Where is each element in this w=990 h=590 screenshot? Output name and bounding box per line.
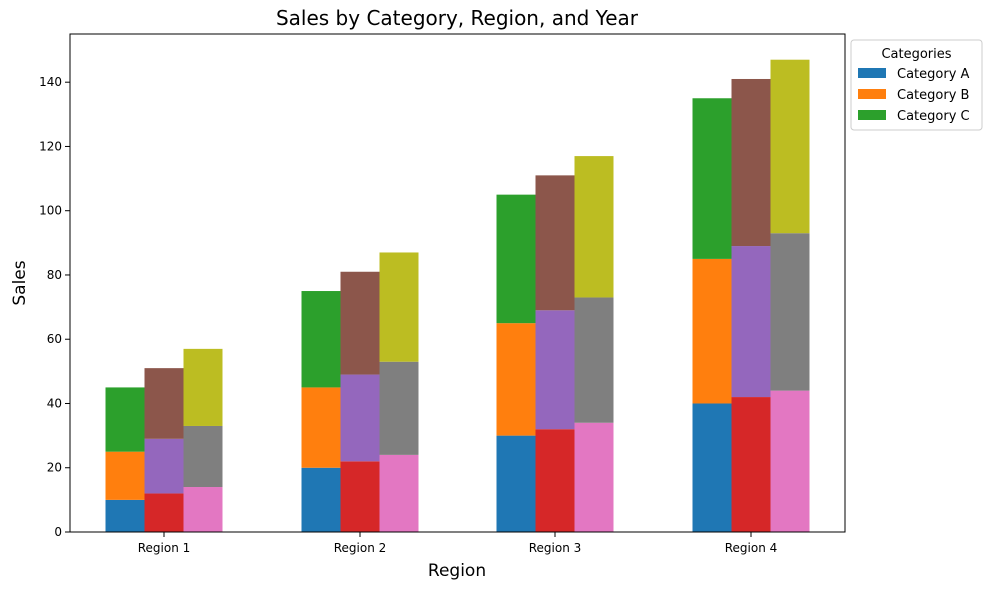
bar-region-1-group3-seg2 xyxy=(183,425,223,488)
bar-region-3-group3-seg3 xyxy=(574,156,614,298)
bar-region-2-group3-seg1 xyxy=(379,454,419,532)
bar-region-2-group1-seg3 xyxy=(301,291,341,388)
bars-layer xyxy=(105,59,810,532)
y-tick-label: 120 xyxy=(39,139,62,153)
x-axis: Region 1 Region 2 Region 3 Region 4 xyxy=(138,532,778,555)
x-tick-label: Region 2 xyxy=(334,541,387,555)
bar-region-3-group2-seg2 xyxy=(535,310,575,430)
bar-region-4-group1-seg2 xyxy=(692,258,732,404)
bar-region-1-group2-seg2 xyxy=(144,438,184,494)
bar-region-2-group2-seg2 xyxy=(340,374,380,462)
bar-region-4-group3-seg1 xyxy=(770,390,810,532)
bar-region-2-group3-seg2 xyxy=(379,361,419,455)
x-tick-label: Region 3 xyxy=(529,541,582,555)
bar-region-3-group1-seg2 xyxy=(496,323,536,436)
y-tick-label: 100 xyxy=(39,204,62,218)
legend-label: Category B xyxy=(897,88,969,103)
y-tick-label: 80 xyxy=(47,268,62,282)
legend-label: Category C xyxy=(897,109,970,124)
bar-region-4-group2-seg2 xyxy=(731,246,771,398)
bar-region-1-group1-seg3 xyxy=(105,387,145,452)
y-tick-label: 0 xyxy=(54,525,62,539)
bar-region-4-group2-seg1 xyxy=(731,397,771,532)
legend-swatch xyxy=(858,68,886,78)
bar-region-1-group1-seg2 xyxy=(105,451,145,500)
x-tick-label: Region 4 xyxy=(725,541,778,555)
legend-box xyxy=(850,39,983,131)
x-axis-title: Region xyxy=(428,561,486,581)
y-tick-label: 20 xyxy=(47,461,62,475)
bar-region-1-group2-seg1 xyxy=(144,493,184,532)
bar-region-2-group2-seg1 xyxy=(340,461,380,532)
bar-region-3-group2-seg1 xyxy=(535,429,575,532)
bar-region-1-group2-seg3 xyxy=(144,368,184,439)
bar-region-4-group1-seg1 xyxy=(692,403,732,532)
bar-region-2-group1-seg1 xyxy=(301,467,341,532)
legend-label: Category A xyxy=(897,67,970,82)
bar-region-4-group2-seg3 xyxy=(731,78,771,247)
legend-title: Categories xyxy=(881,47,951,62)
y-tick-label: 40 xyxy=(47,396,62,410)
y-tick-label: 140 xyxy=(39,75,62,89)
bar-region-4-group1-seg3 xyxy=(692,98,732,259)
plot-frame xyxy=(69,33,846,533)
bar-region-2-group1-seg2 xyxy=(301,387,341,468)
legend-swatch xyxy=(858,89,886,99)
legend: Categories Category A Category B Category C xyxy=(850,39,983,131)
bar-region-3-group1-seg1 xyxy=(496,435,536,532)
bar-region-1-group1-seg1 xyxy=(105,499,145,532)
bar-region-2-group2-seg3 xyxy=(340,271,380,375)
chart-title: Sales by Category, Region, and Year xyxy=(276,6,639,30)
bar-region-1-group3-seg3 xyxy=(183,348,223,426)
x-tick-label: Region 1 xyxy=(138,541,191,555)
y-axis: 0 20 40 60 80 100 120 140 xyxy=(39,75,70,539)
y-axis-title: Sales xyxy=(10,260,30,305)
bar-region-4-group3-seg2 xyxy=(770,233,810,391)
bar-region-3-group3-seg1 xyxy=(574,422,614,532)
legend-swatch xyxy=(858,110,886,120)
y-tick-label: 60 xyxy=(47,332,62,346)
bar-region-3-group2-seg3 xyxy=(535,175,575,311)
bar-region-1-group3-seg1 xyxy=(183,487,223,532)
bar-region-4-group3-seg3 xyxy=(770,59,810,234)
bar-region-3-group3-seg2 xyxy=(574,297,614,423)
bar-region-3-group1-seg3 xyxy=(496,194,536,324)
bar-region-2-group3-seg3 xyxy=(379,252,419,362)
